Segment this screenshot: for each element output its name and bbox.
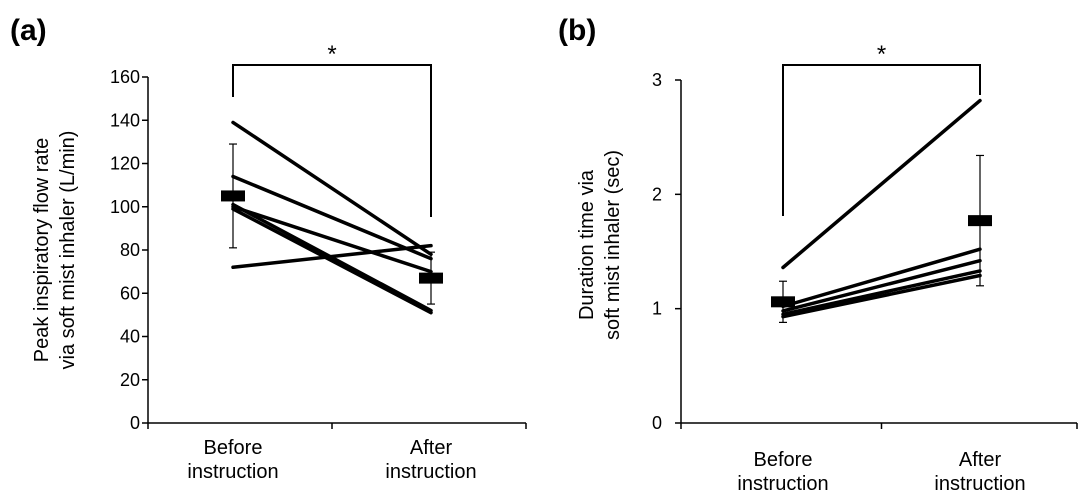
- x-tick-label: Before instruction: [187, 437, 278, 483]
- y-axis-label-line: via soft mist inhaler (L/min): [57, 131, 79, 370]
- x-tick-label-line: Before: [204, 437, 263, 459]
- y-tick-label: 2: [652, 184, 662, 204]
- significance-star: *: [877, 41, 886, 68]
- panel-b-axes: [680, 80, 1078, 429]
- individual-series-line: [781, 98, 982, 270]
- significance-star: *: [327, 41, 336, 68]
- x-tick-label-line: instruction: [934, 473, 1025, 494]
- panel-a-series-lines: [231, 120, 433, 315]
- panel-b-series-lines: [781, 98, 982, 319]
- y-tick-label: 60: [120, 283, 140, 303]
- panel-a-label: (a): [10, 14, 47, 47]
- x-tick-label-line: instruction: [385, 461, 476, 483]
- panel-b: (b) Duration time via soft mist inhaler (…: [558, 14, 1078, 494]
- mean-marker: [221, 190, 245, 202]
- y-tick-label: 140: [110, 110, 140, 130]
- individual-series-line: [781, 269, 982, 317]
- panel-a-y-ticks: 0 20 40 60 80 100 120 140 160: [110, 67, 148, 433]
- y-axis-label-line: soft mist inhaler (sec): [602, 150, 624, 340]
- y-tick-label: 160: [110, 67, 140, 87]
- panel-b-y-axis-label: Duration time via soft mist inhaler (sec): [576, 150, 624, 340]
- x-tick-label-line: instruction: [187, 461, 278, 483]
- panel-a-significance-bracket: *: [232, 41, 432, 217]
- y-tick-label: 120: [110, 154, 140, 174]
- panel-a-y-axis-label: Peak inspiratory flow rate via soft mist …: [31, 131, 79, 370]
- panel-b-mean-markers: [771, 154, 992, 323]
- individual-series-line: [231, 243, 433, 270]
- panel-b-label: (b): [558, 14, 596, 47]
- mean-marker: [419, 272, 443, 284]
- y-axis-label-line: Duration time via: [576, 169, 598, 320]
- x-tick-label: Before instruction: [737, 449, 828, 494]
- individual-series-line: [231, 207, 433, 315]
- y-axis-label-line: Peak inspiratory flow rate: [31, 138, 53, 363]
- individual-series-line: [231, 174, 433, 261]
- individual-series-line: [781, 258, 982, 313]
- individual-series-line: [231, 120, 433, 257]
- y-tick-label: 3: [652, 70, 662, 90]
- significance-bracket-line: [782, 64, 981, 216]
- y-tick-label: 20: [120, 370, 140, 390]
- panel-b-significance-bracket: *: [782, 41, 981, 216]
- x-tick-label: After instruction: [934, 449, 1025, 494]
- individual-series-line: [231, 205, 433, 274]
- mean-marker: [771, 296, 795, 308]
- individual-series-line: [781, 247, 982, 309]
- x-tick-label-line: After: [410, 437, 453, 459]
- y-tick-label: 0: [652, 413, 662, 433]
- x-tick-label-line: Before: [754, 449, 813, 471]
- panel-a-mean-markers: [221, 143, 443, 305]
- y-tick-label: 100: [110, 197, 140, 217]
- significance-bracket-line: [232, 64, 432, 217]
- x-tick-label-line: After: [959, 449, 1002, 471]
- y-tick-label: 40: [120, 327, 140, 347]
- individual-series-line: [781, 273, 982, 319]
- panel-a-axes: [147, 77, 527, 429]
- x-tick-label: After instruction: [385, 437, 476, 483]
- panel-b-y-ticks: 0 1 2 3: [652, 70, 681, 433]
- panel-a: (a) Peak inspiratory flow rate via soft m…: [10, 14, 527, 483]
- x-tick-label-line: instruction: [737, 473, 828, 494]
- y-tick-label: 1: [652, 299, 662, 319]
- y-tick-label: 0: [130, 413, 140, 433]
- mean-marker: [968, 215, 992, 227]
- y-tick-label: 80: [120, 240, 140, 260]
